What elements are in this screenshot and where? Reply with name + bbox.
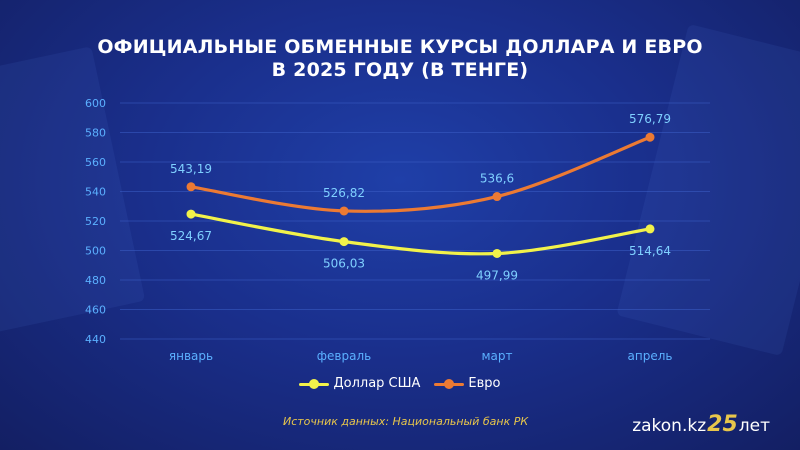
data-label-usd: 514,64	[629, 244, 671, 258]
source-note: Источник данных: Национальный банк РК	[283, 415, 529, 428]
y-tick-label: 600	[85, 97, 106, 110]
data-label-eur: 543,19	[170, 162, 212, 176]
brand-logo: zakon.kz 25 лет	[632, 412, 770, 437]
chart-title: ОФИЦИАЛЬНЫЕ ОБМЕННЫЕ КУРСЫ ДОЛЛАРА И ЕВР…	[0, 36, 800, 82]
series-line-usd	[189, 212, 652, 256]
data-label-eur: 536,6	[480, 172, 514, 186]
brand-suffix: лет	[738, 416, 770, 436]
data-label-eur: 576,79	[629, 112, 671, 126]
data-point-eur	[186, 182, 196, 192]
data-label-eur: 526,82	[323, 186, 365, 200]
data-point-usd	[645, 224, 655, 234]
data-point-usd	[339, 237, 349, 247]
legend-swatch-usd	[299, 377, 330, 391]
data-label-usd: 497,99	[476, 268, 518, 282]
legend: Доллар США Евро	[0, 376, 800, 391]
series-line-eur	[189, 135, 652, 213]
x-tick-label: апрель	[628, 349, 673, 363]
x-tick-label: март	[481, 349, 512, 363]
data-point-eur	[492, 192, 502, 202]
chart-title-line2: В 2025 ГОДУ (В ТЕНГЕ)	[271, 59, 529, 81]
data-point-eur	[339, 206, 349, 216]
brand-text: zakon.kz	[632, 416, 707, 436]
legend-label-eur: Евро	[468, 376, 501, 391]
y-tick-label: 480	[85, 274, 106, 287]
legend-label-usd: Доллар США	[333, 376, 421, 391]
brand-number: 25	[707, 412, 738, 437]
data-label-usd: 506,03	[323, 257, 365, 271]
legend-item-eur: Евро	[434, 376, 501, 391]
y-tick-label: 500	[85, 245, 106, 258]
data-point-usd	[492, 248, 502, 258]
y-tick-label: 460	[85, 304, 106, 317]
y-tick-label: 580	[85, 127, 106, 140]
x-tick-label: январь	[169, 349, 213, 363]
y-tick-label: 540	[85, 186, 106, 199]
data-label-usd: 524,67	[170, 229, 212, 243]
data-point-eur	[645, 132, 655, 142]
data-point-usd	[186, 209, 196, 219]
x-tick-label: февраль	[317, 349, 371, 363]
y-tick-label: 520	[85, 215, 106, 228]
legend-item-usd: Доллар США	[299, 376, 420, 391]
chart-title-line1: ОФИЦИАЛЬНЫЕ ОБМЕННЫЕ КУРСЫ ДОЛЛАРА И ЕВР…	[97, 36, 703, 58]
legend-swatch-eur	[434, 377, 465, 391]
y-tick-label: 560	[85, 156, 106, 169]
y-tick-label: 440	[85, 333, 106, 346]
